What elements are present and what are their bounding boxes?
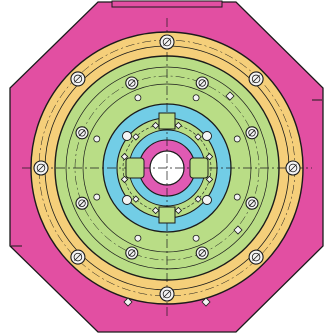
bolt-slot-icon <box>248 199 256 207</box>
outer-bolt <box>159 286 175 302</box>
locator-pin-icon <box>123 297 133 307</box>
outer-bolt <box>159 34 175 50</box>
locator-pin-icon <box>201 297 211 307</box>
bolt-socket-icon <box>251 252 261 262</box>
bolt-slot-icon <box>37 164 45 172</box>
outer-bolt <box>70 71 86 87</box>
small-fastener-icon <box>233 193 241 201</box>
small-fastener-icon <box>205 175 214 184</box>
middle-bolt <box>245 126 259 140</box>
hub-screw-icon <box>122 131 132 141</box>
small-fastener-icon <box>151 206 160 215</box>
bolt-slot-icon <box>289 164 297 172</box>
middle-bolt <box>195 76 209 90</box>
side-lug-left <box>125 157 145 179</box>
bolt-slot-icon <box>252 253 260 261</box>
outer-bolt <box>33 160 49 176</box>
locator-pin-icon <box>233 225 243 235</box>
bolt-socket-icon <box>73 252 83 262</box>
small-fastener-icon <box>205 152 214 161</box>
small-fastener-icon <box>134 94 142 102</box>
side-lug-right <box>189 157 209 179</box>
small-fastener-icon <box>192 94 200 102</box>
bolt-socket-icon <box>128 79 136 87</box>
small-fastener-icon <box>120 152 129 161</box>
hub-screw-icon <box>202 131 212 141</box>
small-fastener-icon <box>132 133 140 141</box>
middle-bolt <box>195 246 209 260</box>
bolt-socket-icon <box>288 163 298 173</box>
bolt-slot-icon <box>78 199 86 207</box>
bolt-socket-icon <box>73 74 83 84</box>
small-fastener-icon <box>93 193 101 201</box>
small-fastener-icon <box>174 206 183 215</box>
bolt-slot-icon <box>128 79 136 87</box>
bolt-socket-icon <box>128 249 136 257</box>
bolt-socket-icon <box>36 163 46 173</box>
bolt-slot-icon <box>74 253 82 261</box>
middle-bolt <box>75 196 89 210</box>
bolt-slot-icon <box>74 75 82 83</box>
keyway-block-bottom <box>158 206 176 224</box>
bolt-socket-icon <box>162 289 172 299</box>
bolt-socket-icon <box>162 37 172 47</box>
small-fastener-icon <box>120 175 129 184</box>
bolt-slot-icon <box>78 129 86 137</box>
bolt-slot-icon <box>198 249 206 257</box>
small-fastener-icon <box>194 195 202 203</box>
bolt-socket-icon <box>248 199 256 207</box>
small-fastener-icon <box>132 195 140 203</box>
middle-bolt <box>245 196 259 210</box>
small-fastener-icon <box>194 133 202 141</box>
middle-bolt <box>75 126 89 140</box>
small-fastener-icon <box>192 234 200 242</box>
middle-bolt-circle <box>74 75 260 261</box>
small-fastener-icon <box>174 121 183 130</box>
bolt-slot-icon <box>163 290 171 298</box>
middle-bolt <box>125 76 139 90</box>
bolt-socket-icon <box>78 129 86 137</box>
outer-bolt <box>248 71 264 87</box>
bolt-socket-icon <box>78 199 86 207</box>
small-fastener-icon <box>233 135 241 143</box>
keyway-block-top <box>158 112 176 130</box>
small-fastener-icon <box>134 234 142 242</box>
hub-screw-icon <box>202 195 212 205</box>
bolt-slot-icon <box>248 129 256 137</box>
small-fastener-icon <box>93 135 101 143</box>
inner-details <box>93 91 243 307</box>
hub-screw-icon <box>122 195 132 205</box>
locator-pin-icon <box>225 91 235 101</box>
bolt-socket-icon <box>251 74 261 84</box>
outer-bolt <box>285 160 301 176</box>
bolt-socket-icon <box>198 79 206 87</box>
outer-bolt <box>248 249 264 265</box>
bolt-socket-icon <box>248 129 256 137</box>
bolt-slot-icon <box>163 38 171 46</box>
top-edge-lip <box>111 0 223 8</box>
bolt-slot-icon <box>128 249 136 257</box>
middle-bolt <box>125 246 139 260</box>
outer-bolt <box>70 249 86 265</box>
small-fastener-icon <box>151 121 160 130</box>
bolt-slot-icon <box>198 79 206 87</box>
bolt-slot-icon <box>252 75 260 83</box>
bolt-socket-icon <box>198 249 206 257</box>
